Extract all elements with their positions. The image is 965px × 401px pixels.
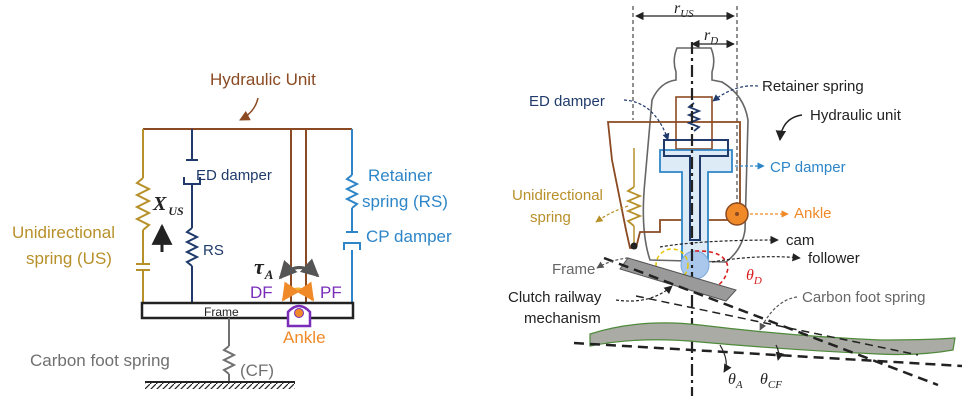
- r-d-label: rD: [704, 27, 718, 47]
- frame-bar: [140, 301, 355, 320]
- hydraulic-body: [607, 121, 741, 249]
- carbon-foot-spring-label-right: Carbon foot spring: [802, 289, 925, 306]
- cp-damper-piston: [659, 149, 733, 261]
- tau-a-label: τA: [254, 254, 274, 282]
- hydraulic-unit-arrow: [239, 97, 259, 121]
- clutch-leader: [615, 285, 673, 302]
- ed-damper-leader: [623, 99, 670, 141]
- ankle-label-right: Ankle: [794, 205, 832, 222]
- theta-cf-arc: [775, 344, 784, 361]
- clutch-dashed-line: [635, 295, 919, 356]
- left-schematic: Hydraulic Unit Unidirectional spring (US…: [12, 70, 452, 389]
- unidirectional-label-1: Unidirectional: [512, 187, 603, 204]
- ankle-joint-center: [735, 212, 739, 216]
- ground-dashed-line: [573, 341, 963, 368]
- theta-a-label: θA: [728, 371, 743, 391]
- carbon-foot-spring-element: [221, 318, 237, 382]
- follower-label: follower: [808, 250, 860, 267]
- retainer-spring-element: [343, 129, 361, 303]
- carbon-foot-spring-label: Carbon foot spring: [30, 351, 170, 370]
- cp-damper-label: CP damper: [366, 227, 452, 246]
- ed-damper-label: ED damper: [196, 167, 272, 184]
- rs-label: RS: [203, 242, 224, 259]
- retainer-spring-label-2: spring (RS): [362, 192, 448, 211]
- theta-a-arc: [719, 344, 732, 373]
- us-spring-coil: [625, 186, 643, 227]
- hydraulic-unit-leader: [775, 114, 803, 142]
- ed-damper-element: [183, 129, 201, 303]
- clutch-railway-bar: [619, 257, 737, 302]
- theta-cf-label: θCF: [760, 371, 782, 391]
- df-pf-arc: [281, 281, 315, 302]
- carbon-foot-spring-leader: [759, 296, 798, 331]
- unidirectional-spring-label-1: Unidirectional: [12, 223, 115, 242]
- unidirectional-spring-label-2: spring (US): [26, 249, 112, 268]
- carbon-foot-spring-blade: [589, 322, 956, 356]
- right-drawing: rUS rD: [508, 0, 963, 396]
- frame-leader: [596, 257, 629, 269]
- theta-d-label: θD: [746, 267, 762, 287]
- clutch-label-2: mechanism: [524, 310, 601, 327]
- retainer-spring-coil: [686, 102, 702, 132]
- pf-label: PF: [320, 283, 342, 302]
- cam-outline-red: [694, 250, 729, 291]
- hydraulic-unit-label-right: Hydraulic unit: [810, 107, 902, 124]
- unidirectional-leader: [595, 205, 629, 223]
- ankle-label: Ankle: [283, 328, 326, 347]
- cam-label: cam: [786, 232, 814, 249]
- hydraulic-unit-title: Hydraulic Unit: [210, 70, 316, 89]
- clutch-label-1: Clutch railway: [508, 289, 602, 306]
- follower-leader: [711, 253, 801, 263]
- frame-dashed-line: [603, 256, 939, 387]
- df-label: DF: [250, 283, 273, 302]
- cf-label: (CF): [240, 361, 274, 380]
- ed-damper-piston: [663, 139, 729, 241]
- frame-label: Frame: [204, 305, 239, 319]
- ed-damper-label-right: ED damper: [529, 93, 605, 110]
- x-us-label: X US: [152, 193, 184, 218]
- ground-hatch: [145, 382, 295, 389]
- us-anchor: [630, 242, 638, 250]
- r-us-label: rUS: [674, 0, 694, 20]
- cp-damper-label-right: CP damper: [770, 159, 846, 176]
- frame-label-right: Frame: [552, 261, 595, 278]
- cam-leader: [659, 235, 779, 248]
- unidirectional-spring-element: [134, 129, 152, 303]
- unidirectional-label-2: spring: [530, 209, 571, 226]
- retainer-housing: [675, 96, 713, 150]
- ankle-joint-pin: [294, 308, 304, 318]
- retainer-spring-label-1: Retainer: [368, 166, 433, 185]
- retainer-spring-label: Retainer spring: [762, 78, 864, 95]
- tau-a-arrow: [278, 258, 320, 280]
